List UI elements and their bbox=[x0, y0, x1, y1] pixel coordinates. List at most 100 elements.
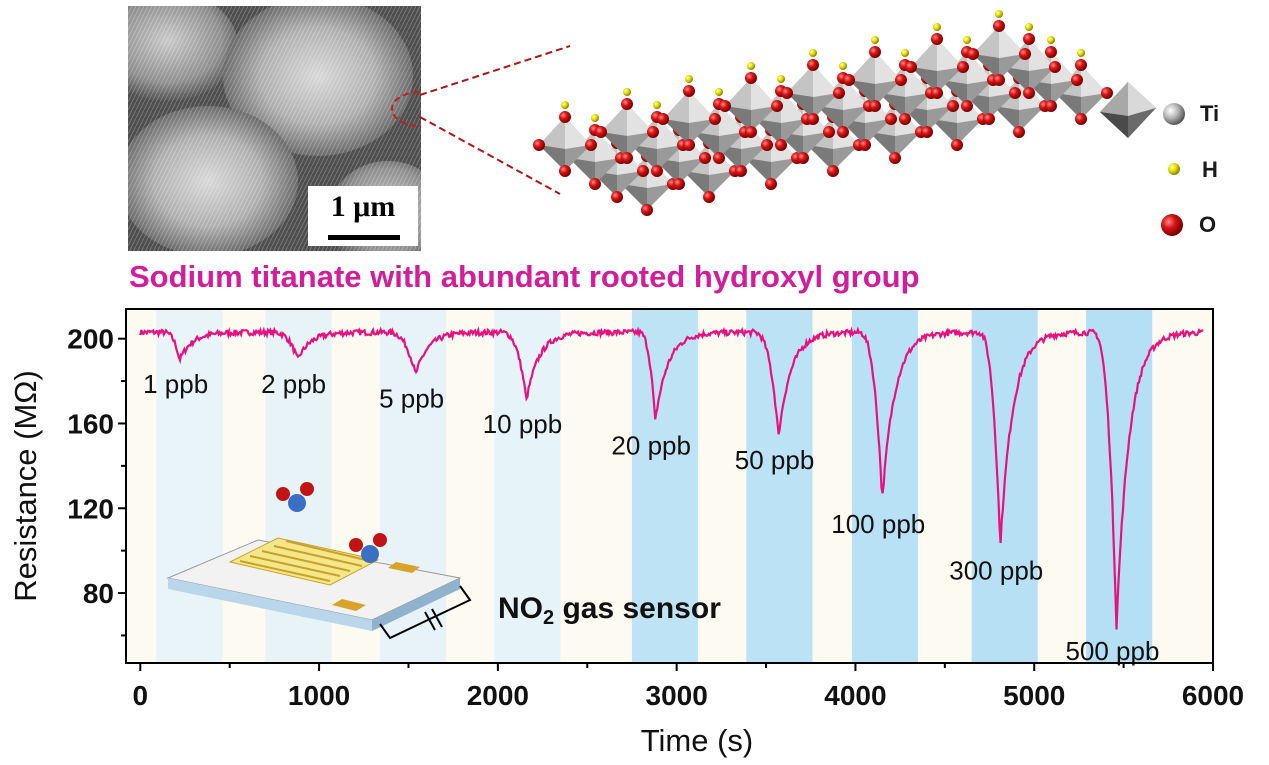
oxygen-atom bbox=[595, 126, 607, 138]
y-tick-label: 80 bbox=[83, 578, 114, 609]
ti-octahedron bbox=[719, 62, 783, 138]
oxygen-atom bbox=[905, 61, 917, 73]
oxygen-atom bbox=[683, 85, 695, 97]
peak-labels: 1 ppb 2 ppb 5 ppb 10 ppb 20 ppb 50 ppb 100 ppb… bbox=[143, 369, 1159, 666]
oxygen-atom bbox=[1023, 33, 1035, 45]
oxygen-atom bbox=[585, 139, 597, 151]
oxygen-atom bbox=[993, 20, 1005, 32]
oxygen-atom bbox=[895, 74, 907, 86]
oxygen-atom bbox=[589, 178, 601, 190]
octahedra-layer bbox=[533, 10, 1113, 216]
ti-octahedron bbox=[657, 75, 721, 151]
x-tick-label: 6000 bbox=[1182, 680, 1244, 711]
oxygen-atom bbox=[833, 87, 845, 99]
oxygen-atom bbox=[1071, 74, 1083, 86]
oxygen-atom bbox=[647, 126, 659, 138]
oxygen-atom bbox=[771, 100, 783, 112]
hydrogen-atom bbox=[1025, 23, 1033, 31]
oxygen-atom bbox=[1045, 46, 1057, 58]
legend-ti-octahedron bbox=[1100, 82, 1156, 138]
oxygen-atom bbox=[957, 61, 969, 73]
x-tick-label: 3000 bbox=[646, 680, 708, 711]
no2-molecule-o bbox=[276, 487, 290, 501]
sensor-inset bbox=[166, 482, 472, 640]
oxygen-atom bbox=[807, 113, 819, 125]
legend-ti-ball bbox=[1163, 103, 1185, 125]
y-tick-label: 120 bbox=[67, 493, 114, 524]
oxygen-atom bbox=[951, 139, 963, 151]
oxygen-atom bbox=[859, 139, 871, 151]
peak-label: 1 ppb bbox=[143, 369, 208, 399]
oxygen-atom bbox=[709, 113, 721, 125]
oxygen-atom bbox=[1009, 87, 1021, 99]
oxygen-atom bbox=[843, 74, 855, 86]
oxygen-atom bbox=[807, 59, 819, 71]
ti-octahedron bbox=[905, 23, 969, 99]
peak-label: 300 ppb bbox=[949, 555, 1043, 585]
no2-molecule-n bbox=[288, 494, 306, 512]
oxygen-atom bbox=[921, 126, 933, 138]
hydrogen-atom bbox=[715, 88, 723, 96]
oxygen-atom bbox=[719, 100, 731, 112]
x-axis-label: Time (s) bbox=[641, 723, 754, 758]
x-tick-label: 5000 bbox=[1003, 680, 1065, 711]
oxygen-atom bbox=[559, 165, 571, 177]
oxygen-atom bbox=[885, 113, 897, 125]
hydrogen-atom bbox=[839, 62, 847, 70]
scale-bar bbox=[328, 235, 400, 240]
oxygen-atom bbox=[827, 165, 839, 177]
peak-label: 100 ppb bbox=[831, 509, 925, 539]
exposure-band bbox=[631, 309, 699, 663]
zoom-line-top bbox=[419, 45, 571, 96]
sensor-label: NO2 gas sensor bbox=[498, 592, 721, 629]
ti-octahedron bbox=[781, 49, 845, 125]
oxygen-atom bbox=[621, 98, 633, 110]
oxygen-atom bbox=[947, 100, 959, 112]
peak-label: 50 ppb bbox=[735, 445, 815, 475]
oxygen-atom bbox=[745, 126, 757, 138]
sem-micrograph: 1 μm bbox=[128, 6, 421, 251]
oxygen-atom bbox=[1019, 48, 1031, 60]
hydrogen-atom bbox=[933, 23, 941, 31]
axes: 0 1000 2000 3000 4000 5000 6000 80 120 160 200 bbox=[67, 324, 1244, 711]
y-axis-label: Resistance (MΩ) bbox=[8, 370, 43, 602]
oxygen-atom bbox=[869, 100, 881, 112]
oxygen-atom bbox=[673, 178, 685, 190]
oxygen-atom bbox=[869, 46, 881, 58]
zoom-line-bottom bbox=[419, 116, 561, 195]
ti-octahedron bbox=[843, 36, 907, 112]
hydrogen-atom bbox=[561, 101, 569, 109]
scale-bar-label: 1 μm bbox=[330, 190, 396, 223]
hydrogen-atom bbox=[777, 75, 785, 83]
oxygen-atom bbox=[611, 191, 623, 203]
legend-label-o: O bbox=[1199, 212, 1217, 237]
oxygen-atom bbox=[1101, 87, 1113, 99]
y-tick-label: 200 bbox=[67, 324, 114, 355]
y-tick-label: 160 bbox=[67, 408, 114, 439]
oxygen-atom bbox=[983, 113, 995, 125]
scale-bar-box: 1 μm bbox=[308, 186, 418, 246]
oxygen-atom bbox=[713, 152, 725, 164]
ti-octahedron bbox=[533, 101, 597, 177]
oxygen-atom bbox=[1045, 100, 1057, 112]
oxygen-atom bbox=[1075, 113, 1087, 125]
no2-molecule-o bbox=[349, 538, 363, 552]
oxygen-atom bbox=[559, 111, 571, 123]
oxygen-atom bbox=[775, 139, 787, 151]
no2-molecule-o bbox=[300, 482, 314, 496]
peak-label: 500 ppb bbox=[1065, 636, 1159, 666]
ti-octahedron bbox=[595, 88, 659, 164]
oxygen-atom bbox=[797, 152, 809, 164]
peak-label: 5 ppb bbox=[379, 384, 444, 414]
ti-octahedron bbox=[873, 49, 937, 125]
exposure-band bbox=[156, 309, 223, 663]
peak-label: 20 ppb bbox=[611, 430, 691, 460]
ti-octahedron bbox=[997, 23, 1061, 99]
oxygen-atom bbox=[761, 139, 773, 151]
hydrogen-atom bbox=[591, 114, 599, 122]
exposure-band bbox=[851, 309, 919, 663]
x-tick-label: 2000 bbox=[467, 680, 529, 711]
x-tick-label: 4000 bbox=[824, 680, 886, 711]
hydrogen-atom bbox=[871, 36, 879, 44]
oxygen-atom bbox=[651, 165, 663, 177]
